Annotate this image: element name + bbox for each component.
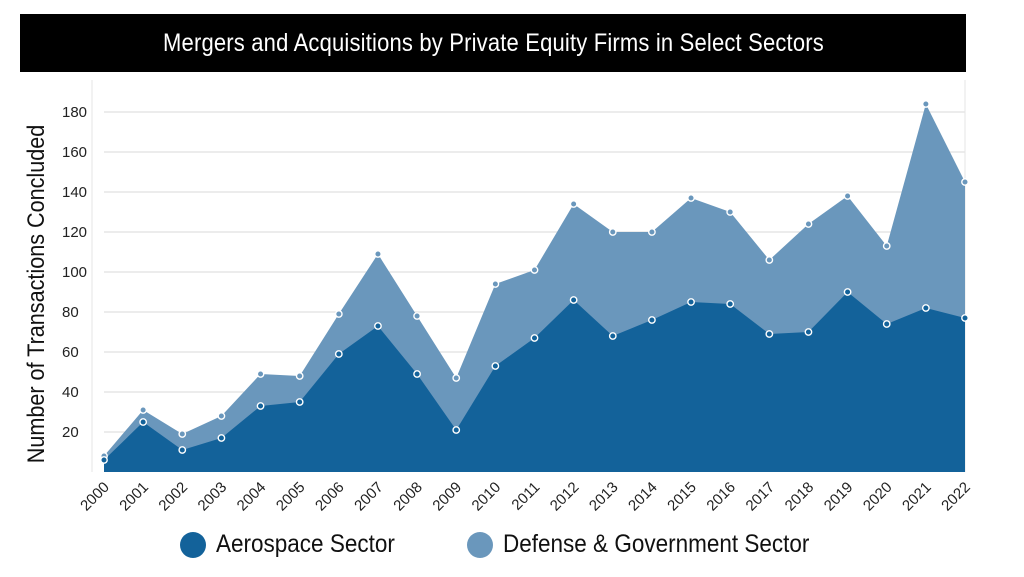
point-defense [804, 220, 813, 228]
x-tick-label: 2004 [234, 479, 270, 515]
legend-item-aerospace: Aerospace Sector [180, 530, 415, 559]
point-defense [843, 192, 852, 200]
point-aerospace [648, 316, 656, 324]
point-aerospace [256, 402, 265, 410]
point-aerospace [334, 350, 343, 358]
x-tick-label: 2015 [664, 479, 700, 515]
point-defense [491, 280, 500, 288]
point-defense [295, 372, 304, 380]
x-tick-label: 2008 [390, 479, 426, 515]
legend-label-aerospace: Aerospace Sector [216, 530, 396, 558]
point-aerospace [217, 434, 226, 442]
point-defense [413, 312, 421, 320]
point-aerospace [530, 334, 539, 342]
x-tick-label: 2001 [116, 479, 152, 515]
point-defense [217, 412, 226, 420]
x-tick-label: 2011 [508, 479, 543, 514]
point-aerospace [452, 426, 461, 434]
legend-swatch-defense [467, 531, 494, 558]
x-tick-label: 2006 [312, 479, 348, 515]
point-aerospace [765, 330, 774, 338]
x-tick-label: 2016 [703, 479, 739, 515]
x-tick-label: 2003 [195, 479, 231, 515]
point-defense [334, 310, 343, 318]
y-tick-label: 160 [62, 144, 87, 161]
x-tick-label: 2021 [899, 479, 935, 515]
point-aerospace [413, 370, 421, 378]
x-tick-label: 2002 [155, 479, 191, 515]
point-defense [961, 178, 969, 186]
point-aerospace [726, 300, 735, 308]
legend: Aerospace Sector Defense & Government Se… [0, 530, 1024, 559]
point-aerospace [882, 320, 891, 328]
y-tick-label: 180 [62, 104, 87, 121]
y-axis-label: Number of Transactions Concluded [22, 125, 49, 464]
legend-swatch-aerospace [180, 531, 207, 558]
y-tick-label: 40 [62, 384, 79, 401]
point-aerospace [921, 304, 930, 312]
legend-label-defense: Defense & Government Sector [503, 530, 810, 558]
point-aerospace [843, 288, 852, 296]
point-defense [765, 256, 774, 264]
point-aerospace [804, 328, 813, 336]
y-tick-label: 120 [62, 224, 87, 241]
point-aerospace [569, 296, 578, 304]
x-tick-label: 2020 [860, 479, 896, 515]
x-tick-label: 2009 [429, 479, 465, 515]
point-aerospace [178, 446, 187, 454]
x-tick-label: 2017 [743, 479, 779, 515]
point-defense [882, 242, 891, 250]
point-defense [178, 430, 187, 438]
point-defense [648, 228, 656, 236]
point-defense [374, 250, 382, 258]
x-tick-label: 2022 [938, 479, 974, 515]
point-defense [608, 228, 617, 236]
point-defense [921, 100, 930, 108]
point-aerospace [608, 332, 617, 340]
legend-item-defense: Defense & Government Sector [467, 530, 843, 559]
point-defense [687, 194, 695, 202]
point-aerospace [139, 418, 148, 426]
y-tick-label: 100 [62, 264, 87, 281]
x-tick-label: 2010 [469, 479, 505, 515]
point-defense [530, 266, 539, 274]
x-tick-label: 2012 [547, 479, 583, 515]
x-tick-label: 2007 [351, 479, 387, 515]
point-aerospace [295, 398, 304, 406]
point-aerospace [687, 298, 695, 306]
point-aerospace [491, 362, 500, 370]
x-tick-label: 2013 [586, 479, 622, 515]
point-aerospace [961, 314, 969, 322]
point-defense [139, 406, 148, 414]
point-aerospace [100, 456, 108, 464]
y-tick-label: 80 [62, 304, 79, 321]
point-defense [256, 370, 265, 378]
point-defense [569, 200, 578, 208]
chart-title-bar: Mergers and Acquisitions by Private Equi… [20, 14, 966, 72]
point-aerospace [374, 322, 382, 330]
point-defense [726, 208, 735, 216]
x-tick-label: 2014 [625, 479, 661, 515]
point-defense [452, 374, 461, 382]
area-aerospace [104, 292, 965, 472]
x-tick-label: 2019 [821, 479, 857, 515]
x-tick-label: 2000 [77, 479, 113, 515]
y-tick-label: 140 [62, 184, 87, 201]
y-tick-label: 60 [62, 344, 79, 361]
x-tick-label: 2018 [782, 479, 818, 515]
x-tick-label: 2005 [273, 479, 309, 515]
y-tick-label: 20 [62, 424, 79, 441]
chart-title: Mergers and Acquisitions by Private Equi… [162, 28, 824, 57]
